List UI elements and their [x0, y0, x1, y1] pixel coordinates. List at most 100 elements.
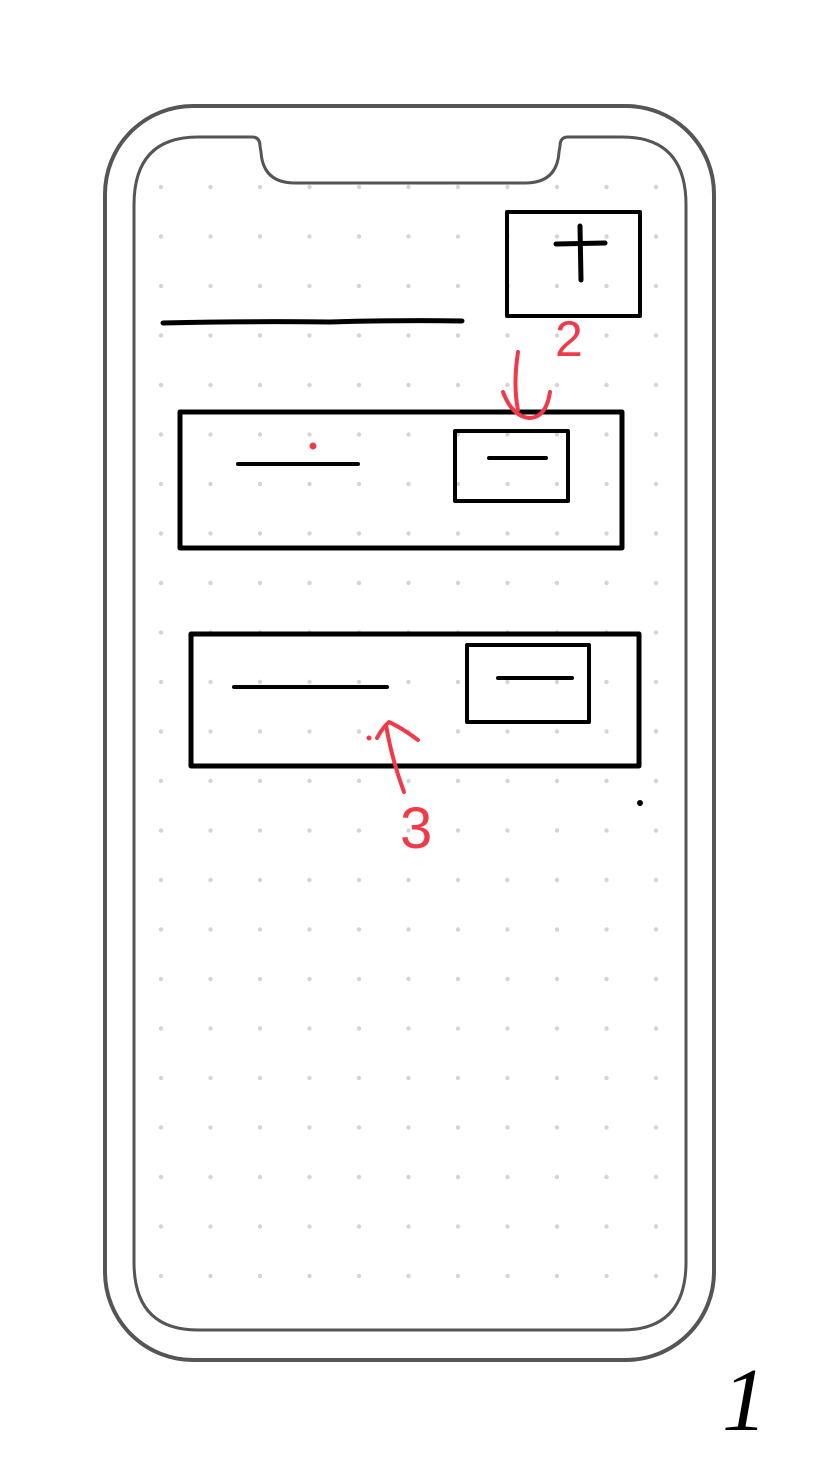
grid-dot: [653, 679, 659, 685]
grid-dot: [653, 729, 659, 734]
grid-dot: [257, 432, 263, 437]
grid-dot: [604, 976, 609, 982]
grid-dot: [208, 976, 213, 982]
grid-dot: [505, 927, 510, 932]
grid-dot: [307, 927, 312, 932]
grid-dot: [356, 679, 362, 685]
grid-dot: [257, 1174, 263, 1180]
card-1-button[interactable]: [453, 429, 570, 503]
grid-dot: [604, 382, 609, 388]
card-1[interactable]: [177, 409, 625, 551]
annotation-2-number: 2: [555, 311, 583, 367]
grid-dot: [554, 1075, 560, 1081]
grid-dot: [307, 877, 312, 883]
grid-dot: [653, 481, 659, 487]
grid-dot: [554, 679, 560, 685]
grid-dot: [604, 283, 609, 289]
grid-dot: [554, 976, 560, 982]
grid-dot: [356, 976, 362, 982]
grid-dot: [356, 927, 362, 932]
grid-dot: [307, 184, 312, 190]
grid-dot: [653, 283, 659, 289]
grid-dot: [257, 283, 263, 289]
grid-dot: [208, 927, 213, 932]
grid-dot: [257, 778, 263, 784]
grid-dot: [653, 877, 659, 883]
page-number: 1: [722, 1351, 767, 1450]
grid-dot: [455, 927, 461, 932]
grid-dot: [208, 283, 213, 289]
phone-screen-with-notch: [132, 135, 688, 1332]
add-button[interactable]: [505, 210, 642, 318]
grid-dot: [208, 778, 213, 784]
grid-dot: [505, 877, 510, 883]
grid-dot: [406, 333, 411, 338]
grid-dot: [356, 184, 362, 190]
grid-dot: [356, 1075, 362, 1081]
grid-dot: [653, 184, 659, 190]
grid-dot: [356, 531, 362, 536]
grid-dot: [406, 1026, 411, 1031]
grid-dot: [208, 729, 213, 734]
grid-dot: [356, 1224, 362, 1229]
grid-dot: [158, 1273, 164, 1279]
grid-dot: [307, 481, 312, 487]
grid-dot: [208, 877, 213, 883]
grid-dot: [653, 1125, 659, 1130]
annotation-dot: [366, 735, 372, 741]
grid-dot: [455, 283, 461, 289]
grid-dot: [158, 1224, 164, 1229]
grid-dot: [158, 283, 164, 289]
grid-dot: [455, 778, 461, 784]
grid-dot: [356, 481, 362, 487]
grid-dot: [307, 234, 312, 239]
grid-dot: [604, 1125, 609, 1130]
grid-dot: [554, 927, 560, 932]
grid-dot: [307, 1125, 312, 1130]
title-placeholder-line: [160, 318, 465, 326]
grid-dot: [455, 1224, 461, 1229]
grid-dot: [307, 382, 312, 388]
grid-dot: [653, 333, 659, 338]
grid-dot: [653, 1174, 659, 1180]
grid-dot: [158, 1075, 164, 1081]
card-2[interactable]: [188, 631, 642, 769]
card-1-frame: [177, 409, 625, 551]
grid-dot: [455, 679, 461, 685]
grid-dot: [257, 679, 263, 685]
grid-dot: [653, 1075, 659, 1081]
card-2-button[interactable]: [465, 643, 591, 724]
grid-dot: [455, 1273, 461, 1279]
grid-dot: [257, 1075, 263, 1081]
grid-dot: [257, 1224, 263, 1229]
grid-dot: [554, 432, 560, 437]
grid-dot: [554, 234, 560, 239]
grid-dot: [257, 1125, 263, 1130]
grid-dot: [356, 382, 362, 388]
grid-dot: [455, 580, 461, 586]
grid-dot: [653, 828, 659, 833]
grid-dot: [604, 1224, 609, 1229]
grid-dot: [505, 382, 510, 388]
grid-dot: [604, 234, 609, 239]
grid-dot: [257, 927, 263, 932]
grid-dot: [505, 184, 510, 190]
grid-dot: [604, 1273, 609, 1279]
grid-dot: [406, 432, 411, 437]
grid-dot: [356, 1125, 362, 1130]
grid-dot: [307, 432, 312, 437]
annotation-dot: [309, 442, 317, 450]
grid-dot: [604, 1026, 609, 1031]
grid-dot: [653, 1273, 659, 1279]
grid-dot: [208, 679, 213, 685]
grid-dot: [554, 1273, 560, 1279]
annotation-2: 2: [309, 311, 583, 450]
grid-dot: [406, 679, 411, 685]
grid-dot: [158, 234, 164, 239]
grid-dot: [307, 828, 312, 833]
grid-dot: [406, 531, 411, 536]
grid-dot: [505, 1026, 510, 1031]
grid-dot: [554, 283, 560, 289]
grid-dot: [505, 1125, 510, 1130]
grid-dot: [406, 1273, 411, 1279]
